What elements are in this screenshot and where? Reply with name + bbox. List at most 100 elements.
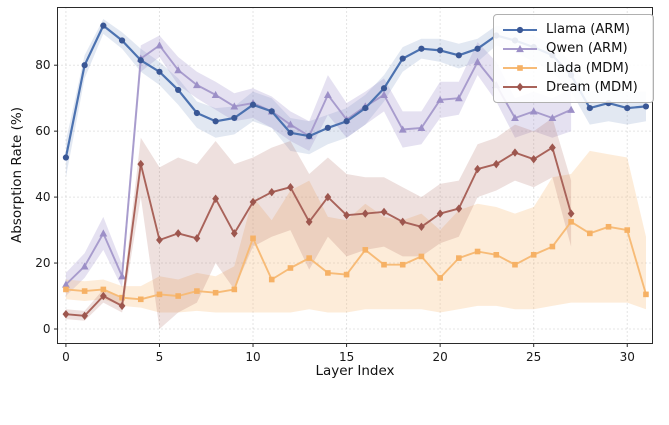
y-tick-label: 80 bbox=[35, 58, 50, 72]
series-marker-llada-mdm- bbox=[549, 243, 556, 250]
series-marker-qwen-arm- bbox=[118, 272, 126, 280]
series-marker-qwen-arm- bbox=[230, 102, 239, 110]
series-marker-qwen-arm- bbox=[511, 113, 519, 122]
band-dream-mdm- bbox=[65, 118, 572, 329]
series-marker-llama-arm- bbox=[474, 45, 481, 52]
series-marker-llama-arm- bbox=[362, 104, 369, 112]
series-marker-dream-mdm- bbox=[548, 143, 556, 152]
series-marker-llama-arm- bbox=[100, 22, 107, 29]
series-marker-llada-mdm- bbox=[250, 235, 256, 242]
series-marker-llada-mdm- bbox=[399, 261, 406, 268]
series-marker-dream-mdm- bbox=[81, 311, 89, 321]
series-marker-dream-mdm- bbox=[567, 209, 575, 218]
series-marker-llada-mdm- bbox=[418, 253, 425, 260]
legend-label: Qwen (ARM) bbox=[546, 41, 628, 57]
x-tick-label: 10 bbox=[245, 350, 260, 364]
series-marker-qwen-arm- bbox=[529, 107, 538, 115]
series-marker-dream-mdm- bbox=[474, 164, 481, 174]
series-marker-dream-mdm- bbox=[324, 192, 332, 202]
series-marker-llama-arm- bbox=[212, 118, 219, 125]
legend-entry-llada-mdm-: Llada (MDM) bbox=[501, 59, 645, 78]
series-marker-dream-mdm- bbox=[530, 154, 538, 164]
series-marker-qwen-arm- bbox=[473, 57, 482, 66]
legend-label: Llada (MDM) bbox=[546, 60, 629, 76]
x-tick-label: 15 bbox=[339, 350, 354, 364]
series-marker-llama-arm- bbox=[380, 85, 388, 92]
series-marker-llama-arm- bbox=[586, 104, 593, 112]
series-marker-llada-mdm- bbox=[231, 286, 238, 293]
series-marker-dream-mdm- bbox=[137, 159, 145, 169]
legend-label: Dream (MDM) bbox=[546, 79, 638, 95]
series-marker-llama-arm- bbox=[156, 68, 163, 75]
legend-entry-dream-mdm-: Dream (MDM) bbox=[501, 78, 645, 97]
diamond-marker-icon bbox=[503, 83, 537, 92]
series-marker-llada-mdm- bbox=[437, 275, 443, 281]
series-marker-llama-arm- bbox=[81, 62, 88, 69]
series-marker-llama-arm- bbox=[268, 108, 275, 115]
y-tick-label: 40 bbox=[35, 190, 50, 204]
series-marker-llada-mdm- bbox=[643, 291, 649, 298]
x-tick-label: 30 bbox=[620, 350, 635, 364]
series-marker-llada-mdm- bbox=[194, 288, 200, 294]
series-line-dream-mdm- bbox=[64, 146, 573, 317]
plot-border bbox=[57, 7, 653, 344]
series-marker-qwen-arm- bbox=[286, 120, 295, 128]
series-marker-llada-mdm- bbox=[530, 252, 537, 258]
series-marker-dream-mdm- bbox=[361, 209, 369, 218]
series-marker-qwen-arm- bbox=[174, 66, 183, 74]
series-marker-llama-arm- bbox=[287, 129, 294, 136]
series-marker-qwen-arm- bbox=[417, 123, 426, 131]
series-marker-llama-arm- bbox=[437, 47, 444, 54]
series-marker-qwen-arm- bbox=[211, 90, 220, 98]
series-marker-llama-arm- bbox=[118, 37, 126, 44]
series-marker-dream-mdm- bbox=[511, 148, 519, 157]
series-marker-dream-mdm- bbox=[305, 217, 313, 227]
series-marker-llama-arm- bbox=[624, 104, 631, 112]
series-marker-llada-mdm- bbox=[268, 276, 275, 283]
series-marker-dream-mdm- bbox=[492, 159, 500, 169]
series-marker-llada-mdm- bbox=[100, 286, 107, 293]
series-marker-llada-mdm- bbox=[137, 296, 144, 303]
series-marker-dream-mdm- bbox=[268, 187, 276, 197]
series-marker-llada-mdm- bbox=[287, 265, 294, 271]
series-marker-dream-mdm- bbox=[212, 194, 220, 203]
series-marker-dream-mdm- bbox=[230, 229, 238, 238]
legend: Llama (ARM) Qwen (ARM) Llada (MDM) Dream (M… bbox=[493, 14, 654, 103]
series-marker-llada-mdm- bbox=[624, 227, 631, 233]
series-marker-llada-mdm- bbox=[493, 252, 500, 258]
series-marker-llada-mdm- bbox=[212, 289, 219, 296]
series-marker-dream-mdm- bbox=[436, 209, 444, 218]
series-marker-qwen-arm- bbox=[454, 94, 463, 102]
series-marker-llada-mdm- bbox=[325, 270, 331, 276]
y-tick-label: 20 bbox=[35, 256, 50, 270]
series-marker-llada-mdm- bbox=[456, 255, 462, 261]
series-marker-llama-arm- bbox=[231, 114, 238, 122]
series-marker-llama-arm- bbox=[306, 132, 313, 140]
y-tick-label: 0 bbox=[43, 322, 51, 336]
series-marker-llama-arm- bbox=[418, 45, 425, 52]
series-marker-llama-arm- bbox=[399, 55, 406, 62]
triangle-marker-icon bbox=[503, 44, 537, 52]
series-marker-qwen-arm- bbox=[99, 229, 108, 237]
series-marker-llada-mdm- bbox=[306, 255, 312, 261]
legend-label: Llama (ARM) bbox=[546, 22, 631, 38]
series-marker-llada-mdm- bbox=[381, 261, 387, 268]
series-marker-llada-mdm- bbox=[605, 223, 612, 230]
series-marker-qwen-arm- bbox=[323, 90, 332, 98]
series-marker-dream-mdm- bbox=[343, 211, 350, 220]
series-marker-llada-mdm- bbox=[81, 288, 88, 294]
legend-entry-qwen-arm-: Qwen (ARM) bbox=[501, 39, 645, 58]
x-tick-label: 5 bbox=[156, 350, 164, 364]
series-marker-dream-mdm- bbox=[455, 204, 463, 213]
series-marker-dream-mdm- bbox=[249, 197, 257, 207]
series-marker-qwen-arm- bbox=[398, 125, 407, 133]
series-marker-llama-arm- bbox=[175, 86, 182, 94]
series-marker-llada-mdm- bbox=[343, 271, 350, 278]
series-marker-dream-mdm- bbox=[380, 207, 388, 217]
series-marker-llada-mdm- bbox=[568, 219, 574, 225]
series-line-qwen-arm- bbox=[64, 44, 573, 286]
series-marker-llada-mdm- bbox=[474, 248, 481, 255]
series-marker-llada-mdm- bbox=[512, 261, 518, 268]
